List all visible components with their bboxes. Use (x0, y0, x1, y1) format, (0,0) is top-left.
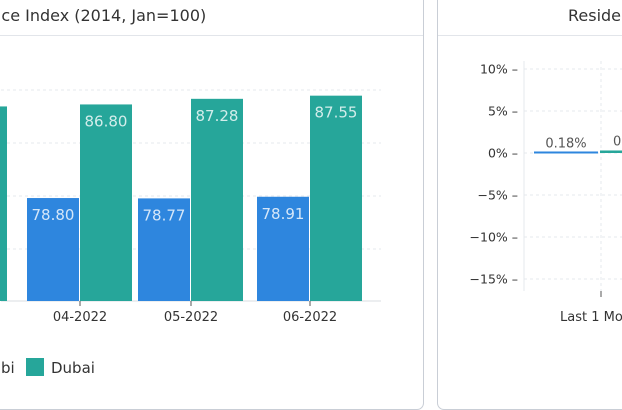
bar-abu-dhabi-04-2022 (27, 198, 79, 301)
y-tick-label: −15% – (470, 272, 518, 287)
bar-dubai-05-2022 (191, 98, 243, 301)
bar-last-1-month-series-1 (534, 151, 598, 154)
residential-change-card: Residen 10% – 5% – 0% – −5% – −10% – −15% – 0.… (437, 0, 622, 410)
price-index-chart: 78.80 86.80 04-2022 78.77 87.28 05-2022 78.91 8… (0, 89, 381, 377)
price-index-card-header: Price Index (2014, Jan=100) (0, 1, 423, 36)
residential-change-chart: 10% – 5% – 0% – −5% – −10% – −15% – 0.18% 0 Last… (470, 61, 622, 325)
x-tick-label: Last 1 Mon (560, 310, 622, 325)
bar-last-1-month-series-2 (600, 150, 622, 153)
legend-label-dubai: Dubai (51, 359, 95, 377)
residential-change-card-header: Residen (438, 1, 622, 36)
y-tick-label: 0% – (488, 146, 518, 161)
y-tick-label: 10% – (480, 62, 518, 77)
data-label: 78.77 (143, 206, 186, 224)
bar-dubai-06-2022 (310, 95, 362, 301)
legend-swatch-dubai (26, 358, 44, 376)
price-index-card: Price Index (2014, Jan=100) 78.80 86.80 04… (0, 0, 424, 410)
y-tick-label: 5% – (488, 104, 518, 119)
residential-change-title: Residen (568, 6, 622, 25)
bar-abu-dhabi-06-2022 (257, 196, 309, 301)
x-tick-label: 05-2022 (164, 310, 218, 325)
data-label: 78.91 (262, 205, 305, 223)
bar-dubai-04-2022 (80, 104, 132, 301)
price-index-title: Price Index (2014, Jan=100) (0, 6, 207, 25)
legend-label-abu-dhabi: bi (1, 359, 15, 377)
bar-abu-dhabi-05-2022 (138, 198, 190, 301)
data-label: 0 (613, 134, 621, 149)
y-tick-label: −10% – (470, 230, 518, 245)
data-label: 87.55 (315, 104, 358, 122)
bar-dubai-previous-partial (0, 106, 7, 301)
x-tick-label: 04-2022 (53, 310, 107, 325)
data-label: 87.28 (196, 107, 239, 125)
data-label: 86.80 (85, 112, 128, 130)
y-tick-label: −5% – (477, 188, 518, 203)
data-label: 0.18% (545, 136, 586, 151)
data-label: 78.80 (32, 206, 75, 224)
x-tick-label: 06-2022 (283, 310, 337, 325)
